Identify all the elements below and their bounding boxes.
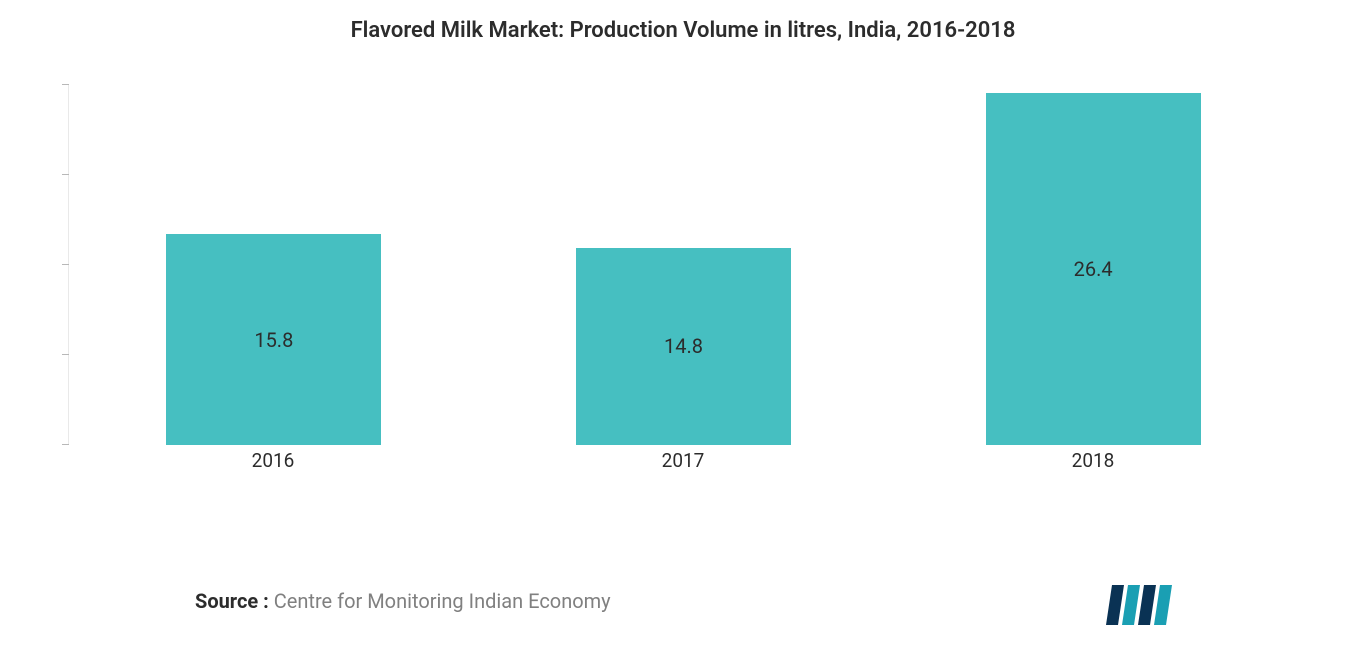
bar: 14.8 <box>576 248 791 445</box>
y-tick <box>62 264 69 265</box>
bar: 26.4 <box>986 93 1201 445</box>
source-label: Source : <box>195 589 269 613</box>
chart-title: Flavored Milk Market: Production Volume … <box>0 0 1366 43</box>
bar-slot: 14.8 <box>479 85 889 445</box>
bar-slot: 26.4 <box>888 85 1298 445</box>
x-axis-label: 2016 <box>68 449 478 472</box>
bar-value-label: 26.4 <box>1074 257 1113 281</box>
source-attribution: Source : Centre for Monitoring Indian Ec… <box>195 589 611 613</box>
x-axis-label: 2018 <box>888 449 1298 472</box>
chart-area: 15.8 14.8 26.4 201620172018 <box>68 85 1298 475</box>
bar: 15.8 <box>166 234 381 445</box>
logo-icon <box>1106 585 1176 625</box>
y-tick <box>62 354 69 355</box>
bar-value-label: 15.8 <box>254 328 293 352</box>
bars-container: 15.8 14.8 26.4 <box>69 85 1298 445</box>
bar-value-label: 14.8 <box>664 334 703 358</box>
plot-region: 15.8 14.8 26.4 <box>68 85 1298 445</box>
source-text: Centre for Monitoring Indian Economy <box>274 589 611 613</box>
x-axis-label: 2017 <box>478 449 888 472</box>
x-axis-labels: 201620172018 <box>68 445 1298 475</box>
y-tick <box>62 84 69 85</box>
brand-logo <box>1106 585 1176 625</box>
y-tick <box>62 174 69 175</box>
bar-slot: 15.8 <box>69 85 479 445</box>
